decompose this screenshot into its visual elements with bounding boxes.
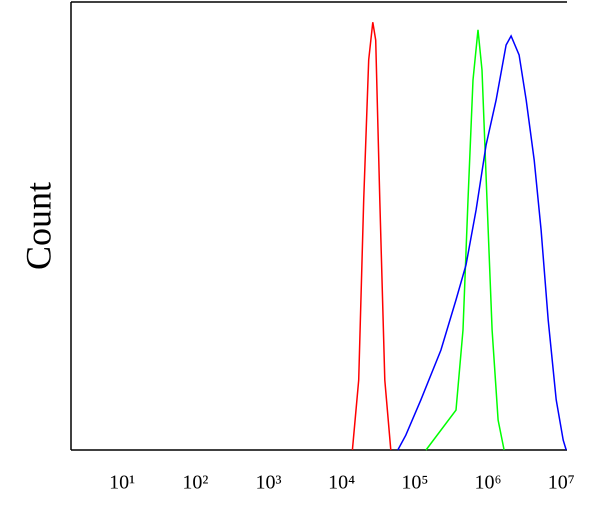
x-tick-label: 10³ [256,472,282,494]
x-tick-label: 10² [182,472,208,494]
histogram-line [425,29,505,451]
x-tick-label: 10⁴ [328,472,355,494]
histogram-line [351,22,392,451]
x-tick-label: 10¹ [109,472,135,494]
x-tick-label: 10⁵ [401,472,428,494]
y-axis-label: Count [18,182,58,270]
x-tick-label: 10⁶ [475,472,502,494]
x-tick-label: 10⁷ [548,472,575,494]
histogram-line [397,34,567,451]
